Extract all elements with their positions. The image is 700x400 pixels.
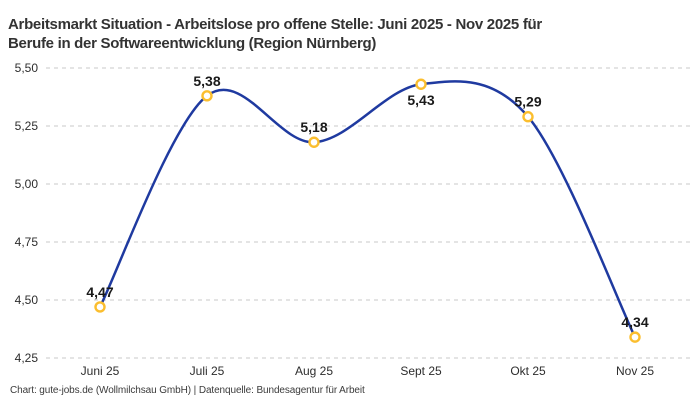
y-axis-tick-label: 5,00 (15, 177, 39, 191)
y-axis-tick-label: 4,50 (15, 293, 39, 307)
y-axis-tick-label: 5,50 (15, 61, 39, 75)
x-axis-tick-label: Okt 25 (510, 364, 546, 378)
x-axis-tick-label: Juni 25 (81, 364, 120, 378)
data-point-label: 5,29 (514, 94, 541, 110)
chart-title: Arbeitsmarkt Situation - Arbeitslose pro… (8, 15, 684, 53)
data-point-label: 5,18 (300, 119, 327, 135)
chart-title-line-1: Arbeitsmarkt Situation - Arbeitslose pro… (8, 16, 542, 34)
y-axis-tick-label: 4,75 (15, 235, 39, 249)
x-axis-tick-label: Aug 25 (295, 364, 333, 378)
data-point-label: 5,38 (193, 73, 220, 89)
data-point-label: 4,47 (86, 284, 113, 300)
data-line (98, 80, 637, 339)
x-axis-tick-label: Sept 25 (400, 364, 442, 378)
data-point-label: 4,34 (621, 314, 648, 330)
data-point-marker (522, 111, 534, 123)
chart-credit: Chart: gute-jobs.de (Wollmilchsau GmbH) … (10, 385, 365, 396)
chart-title-line-2: Berufe in der Softwareentwicklung (Regio… (8, 35, 377, 53)
y-axis-tick-label: 5,25 (15, 119, 39, 133)
data-point-marker (201, 90, 213, 102)
x-axis-tick-label: Nov 25 (616, 364, 654, 378)
x-axis-tick-label: Juli 25 (190, 364, 225, 378)
y-axis-tick-label: 4,25 (15, 351, 39, 365)
data-point-marker (629, 331, 641, 343)
data-point-label: 5,43 (407, 92, 434, 108)
data-point-marker (94, 301, 106, 313)
data-point-marker (308, 136, 320, 148)
data-point-marker (415, 78, 427, 90)
